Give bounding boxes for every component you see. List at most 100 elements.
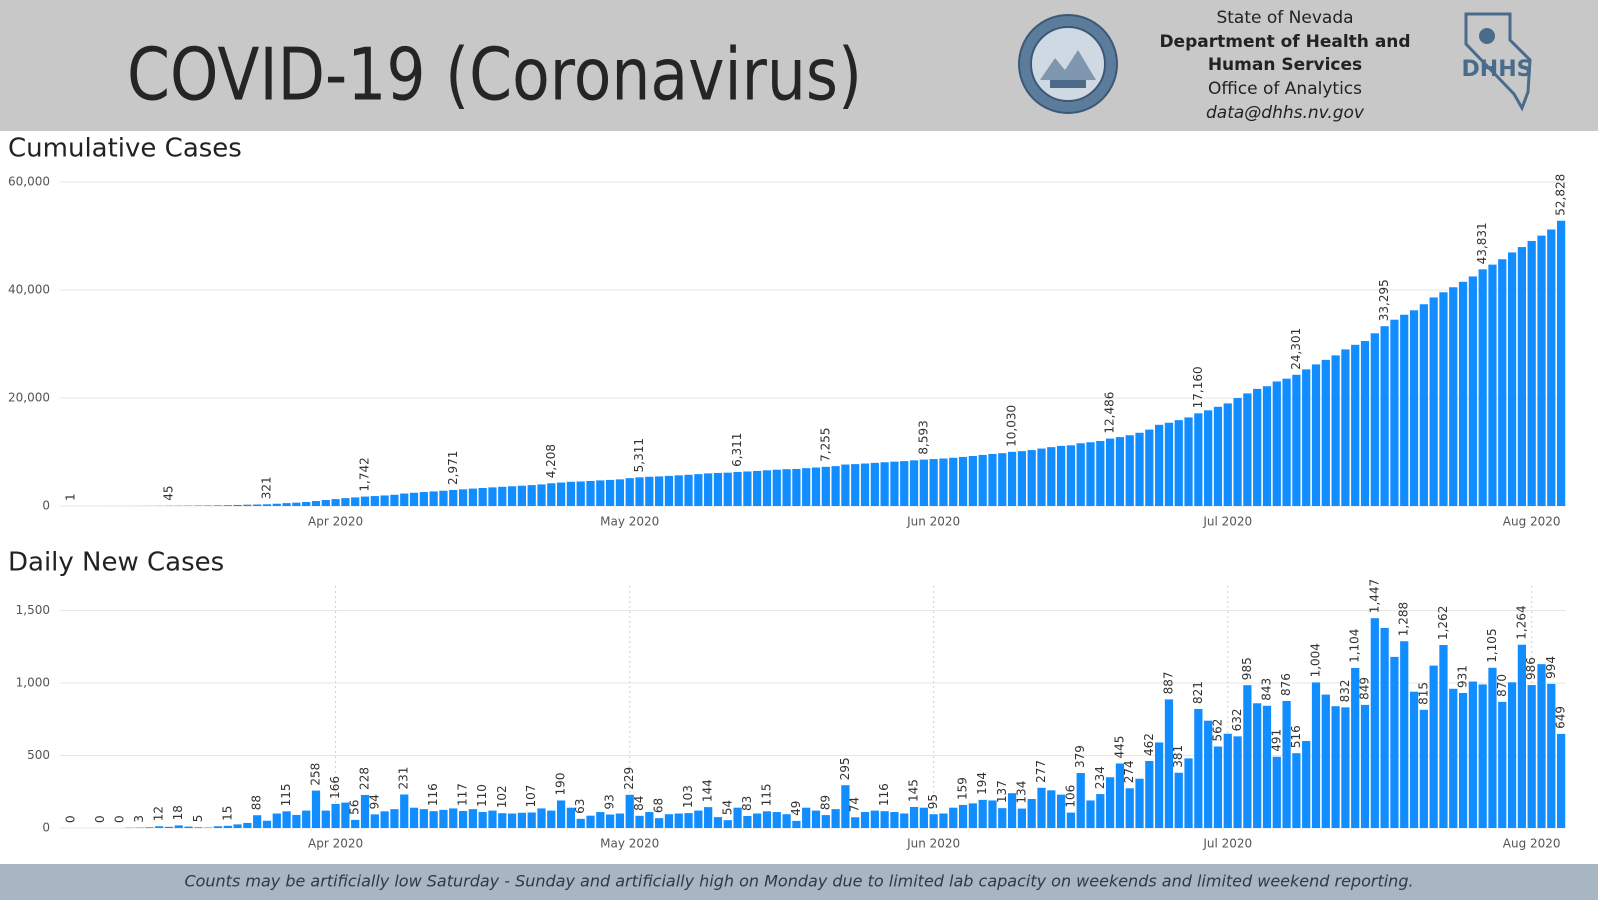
- bar: [841, 464, 850, 506]
- bar: [1164, 699, 1174, 828]
- bar: [1135, 432, 1144, 506]
- bar: [1243, 685, 1252, 828]
- x-tick-label: Aug 2020: [1503, 515, 1561, 529]
- bar: [311, 501, 321, 506]
- dhhs-logo: DHHS: [1462, 12, 1532, 112]
- y-tick-label: 40,000: [8, 283, 50, 297]
- bar: [1262, 705, 1272, 828]
- bar: [1096, 794, 1105, 828]
- bar: [841, 785, 850, 828]
- bar: [243, 504, 252, 506]
- bar: [978, 799, 987, 828]
- data-label: 994: [1544, 656, 1558, 679]
- bar: [1488, 264, 1497, 506]
- bar: [1135, 778, 1144, 828]
- bar: [949, 457, 958, 506]
- bar: [664, 475, 674, 506]
- bar: [253, 815, 262, 828]
- bar: [655, 818, 664, 828]
- bar: [1439, 292, 1448, 506]
- data-label: 115: [759, 783, 773, 806]
- bar: [645, 476, 654, 506]
- bar: [507, 813, 517, 828]
- x-tick-label: Jun 2020: [906, 837, 960, 851]
- bar: [302, 810, 311, 828]
- data-label: 649: [1554, 706, 1568, 729]
- bar: [1370, 333, 1379, 506]
- data-label: 986: [1524, 657, 1538, 680]
- bar: [1115, 763, 1125, 828]
- agency-line: State of Nevada: [1216, 8, 1353, 28]
- bar: [507, 486, 517, 506]
- x-tick-label: Jul 2020: [1202, 515, 1252, 529]
- data-label: 68: [652, 798, 666, 813]
- bar: [958, 804, 968, 828]
- bar: [978, 454, 987, 506]
- bar: [1409, 691, 1419, 828]
- bar: [909, 460, 919, 506]
- bar: [547, 810, 556, 828]
- bar: [380, 495, 389, 506]
- bar: [635, 815, 644, 828]
- bar: [380, 811, 389, 828]
- bar: [1429, 665, 1438, 828]
- bar: [1007, 451, 1017, 506]
- data-label: 1,742: [358, 457, 372, 491]
- bar: [1262, 386, 1272, 506]
- bar: [1517, 247, 1526, 506]
- chart-title: Daily New Cases: [8, 548, 224, 578]
- bar: [1047, 790, 1056, 828]
- state-seal: [1018, 14, 1118, 114]
- bar: [1174, 772, 1183, 828]
- footer-band: [0, 864, 1598, 900]
- bar: [958, 456, 968, 506]
- bar: [1468, 276, 1477, 506]
- bar: [870, 462, 879, 506]
- bar: [1458, 693, 1468, 828]
- data-label: 1,288: [1397, 602, 1411, 636]
- data-label: 52,828: [1554, 174, 1568, 216]
- bar: [1556, 733, 1566, 828]
- data-label: 516: [1289, 725, 1303, 748]
- data-label: 33,295: [1377, 279, 1391, 321]
- bar: [1047, 447, 1056, 506]
- data-label: 145: [907, 779, 921, 802]
- data-label: 876: [1279, 673, 1293, 696]
- bar: [713, 472, 723, 506]
- bar: [566, 481, 576, 506]
- bar: [1360, 704, 1370, 828]
- bar: [733, 471, 742, 506]
- bar: [478, 488, 487, 506]
- bar: [556, 800, 566, 828]
- data-label: 491: [1269, 729, 1283, 752]
- bar: [302, 502, 311, 506]
- data-label: 277: [1034, 760, 1048, 783]
- bar: [468, 809, 477, 828]
- data-label: 107: [524, 785, 538, 808]
- x-tick-label: Apr 2020: [308, 837, 363, 851]
- bar: [1351, 344, 1360, 506]
- bar: [1527, 240, 1536, 506]
- bar: [1086, 800, 1095, 828]
- data-label: 815: [1416, 682, 1430, 705]
- data-label: 159: [956, 777, 970, 800]
- data-label: 134: [1014, 781, 1028, 804]
- bar: [282, 811, 291, 828]
- data-label: 6,311: [730, 433, 744, 467]
- bar: [1302, 369, 1311, 506]
- bar: [821, 815, 830, 828]
- bar: [1037, 448, 1046, 506]
- bar: [419, 492, 428, 506]
- data-label: 4,208: [544, 444, 558, 478]
- bar: [1272, 381, 1281, 506]
- bar: [998, 808, 1007, 828]
- bar: [517, 812, 526, 828]
- bar: [429, 811, 438, 828]
- bar: [272, 503, 281, 506]
- bar: [1027, 450, 1036, 506]
- bar: [880, 462, 889, 506]
- bar: [1400, 641, 1409, 828]
- data-label: 3: [132, 815, 146, 823]
- bar: [547, 483, 556, 506]
